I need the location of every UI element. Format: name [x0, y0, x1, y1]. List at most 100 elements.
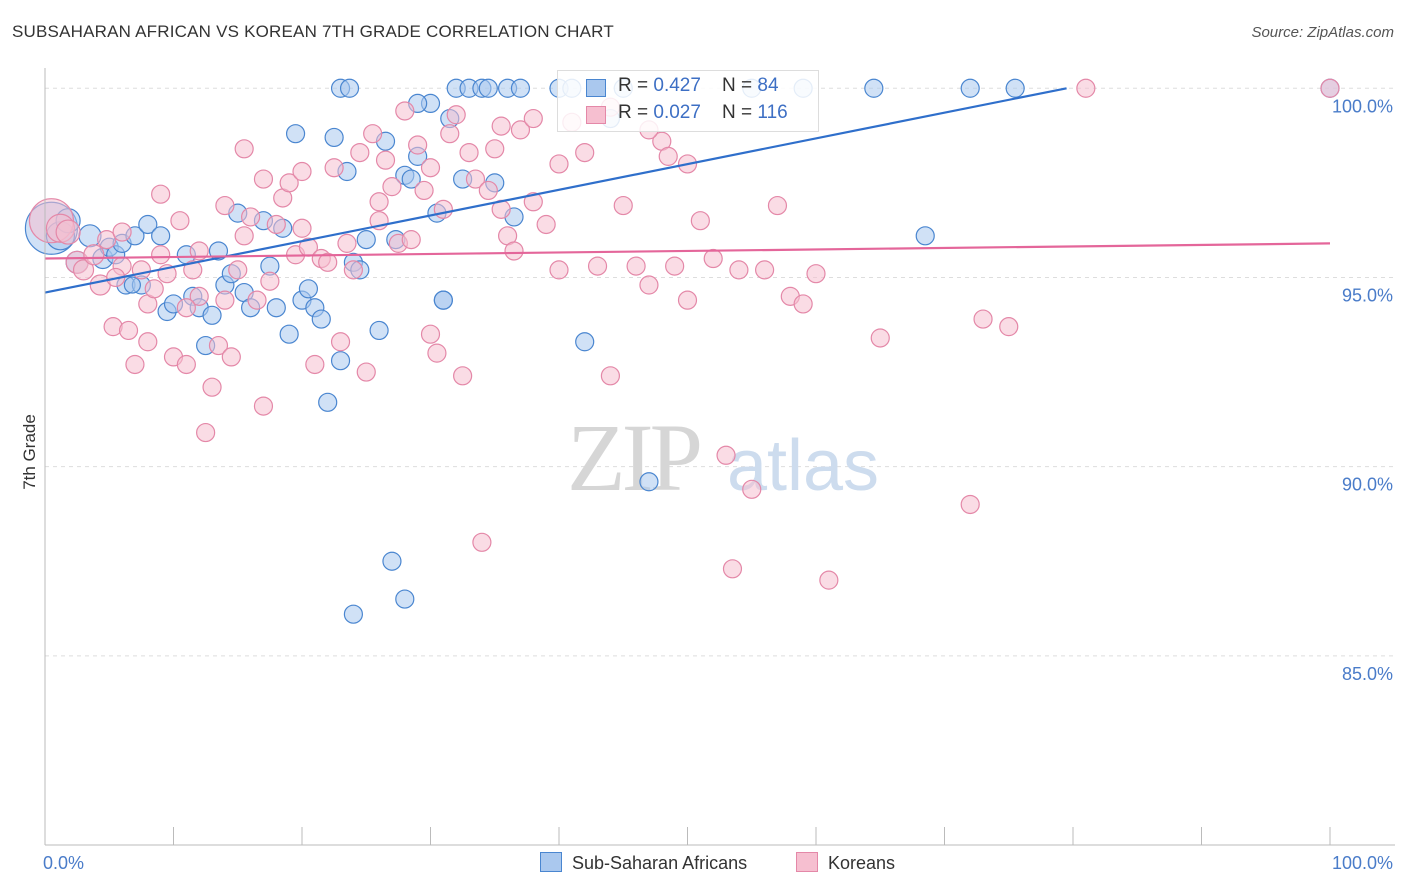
- legend-r-value: 0.027: [653, 102, 701, 123]
- data-point-sub-saharan: [356, 230, 376, 250]
- bottom-legend-label: Koreans: [828, 853, 896, 873]
- data-point-korean: [202, 377, 222, 397]
- data-point-korean: [305, 354, 325, 375]
- data-point-korean: [292, 161, 312, 182]
- bottom-legend-label: Sub-Saharan Africans: [572, 853, 748, 873]
- data-point-korean: [138, 332, 158, 352]
- data-point-korean: [414, 180, 434, 201]
- data-point-korean: [337, 233, 357, 253]
- data-point-korean: [722, 559, 743, 579]
- data-point-korean: [208, 335, 229, 356]
- data-point-sub-saharan: [266, 298, 286, 318]
- data-point-korean: [247, 290, 267, 310]
- data-point-sub-saharan: [478, 78, 498, 98]
- data-point-korean: [523, 192, 543, 212]
- data-point-sub-saharan: [151, 226, 171, 246]
- x-tick-label: 100.0%: [1332, 853, 1393, 873]
- data-point-korean: [343, 260, 363, 280]
- data-point-korean: [131, 260, 151, 280]
- data-point-sub-saharan: [864, 78, 884, 98]
- data-point-korean: [999, 317, 1019, 337]
- data-point-korean: [510, 120, 531, 140]
- data-point-korean: [440, 124, 460, 144]
- data-point-korean: [613, 195, 633, 216]
- data-point-sub-saharan: [279, 324, 299, 344]
- data-point-korean: [716, 445, 736, 465]
- data-point-korean: [234, 139, 254, 159]
- data-point-sub-saharan: [433, 290, 453, 310]
- data-point-korean: [806, 264, 826, 284]
- data-point-korean: [395, 101, 415, 121]
- data-point-korean: [870, 328, 890, 348]
- data-point-korean: [228, 260, 248, 280]
- data-point-sub-saharan: [123, 276, 141, 294]
- data-point-korean: [253, 396, 274, 416]
- data-point-korean: [118, 320, 139, 341]
- data-point-sub-saharan: [382, 551, 402, 571]
- data-point-korean: [382, 177, 402, 197]
- x-tick-label: 0.0%: [43, 853, 84, 873]
- data-point-korean: [504, 241, 524, 261]
- points-layer: [24, 78, 1340, 624]
- y-tick-label: 90.0%: [1342, 475, 1393, 495]
- data-point-korean: [485, 139, 505, 159]
- data-point-korean: [97, 230, 117, 250]
- data-point-sub-saharan: [311, 309, 331, 329]
- data-point-korean: [690, 211, 710, 231]
- data-point-korean: [478, 180, 498, 201]
- data-point-sub-saharan: [78, 224, 102, 248]
- data-point-korean: [973, 309, 993, 329]
- data-point-korean: [221, 347, 241, 367]
- data-point-korean: [742, 479, 762, 499]
- data-point-korean: [292, 218, 312, 238]
- trend-line-korean: [44, 242, 1331, 260]
- data-point-korean: [420, 158, 441, 178]
- data-point-korean: [55, 219, 81, 245]
- data-point-korean: [234, 226, 254, 246]
- data-point-korean: [324, 158, 344, 178]
- data-point-korean: [767, 195, 788, 216]
- data-point-korean: [491, 116, 511, 136]
- data-point-korean: [575, 142, 595, 163]
- svg-text:ZIP: ZIP: [567, 404, 700, 511]
- data-point-sub-saharan: [915, 226, 935, 246]
- data-point-korean: [536, 214, 556, 235]
- data-point-sub-saharan: [510, 78, 531, 98]
- legend-swatch-pink: [586, 106, 606, 124]
- data-point-korean: [144, 279, 164, 299]
- data-point-korean: [125, 354, 145, 375]
- data-point-korean: [356, 362, 376, 382]
- data-point-korean: [170, 211, 190, 231]
- data-point-korean: [189, 241, 209, 261]
- data-point-korean: [433, 199, 453, 219]
- axis-layer: 85.0% 90.0% 95.0% 100.0% 0.0% 100.0%: [43, 68, 1395, 873]
- data-point-korean: [729, 260, 749, 280]
- data-point-korean: [549, 154, 569, 174]
- bottom-legend-sub-saharan: Sub-Saharan Africans: [540, 852, 747, 874]
- data-point-korean: [83, 244, 105, 266]
- data-point-korean: [363, 124, 383, 144]
- legend-n-label: N =: [722, 75, 758, 96]
- data-point-korean: [151, 245, 171, 265]
- legend-n-value: 116: [757, 102, 788, 123]
- data-point-korean: [819, 570, 839, 590]
- legend-r-value: 0.427: [653, 75, 701, 96]
- bottom-legend-swatch-pink: [796, 852, 818, 872]
- data-point-korean: [1320, 78, 1340, 98]
- data-point-sub-saharan: [960, 78, 980, 98]
- data-point-korean: [626, 256, 646, 276]
- data-point-sub-saharan: [639, 472, 659, 492]
- source-label: Source: ZipAtlas.com: [1251, 24, 1394, 41]
- data-point-korean: [677, 290, 698, 310]
- data-point-sub-saharan: [318, 392, 338, 412]
- data-point-sub-saharan: [339, 78, 360, 98]
- data-point-sub-saharan: [1005, 78, 1025, 98]
- legend-n-label: N =: [722, 102, 758, 123]
- data-point-sub-saharan: [575, 332, 595, 352]
- data-point-korean: [260, 271, 280, 291]
- data-point-korean: [401, 230, 421, 250]
- data-point-korean: [523, 108, 543, 129]
- data-point-sub-saharan: [369, 320, 389, 341]
- data-point-korean: [266, 214, 286, 235]
- data-point-korean: [472, 532, 492, 552]
